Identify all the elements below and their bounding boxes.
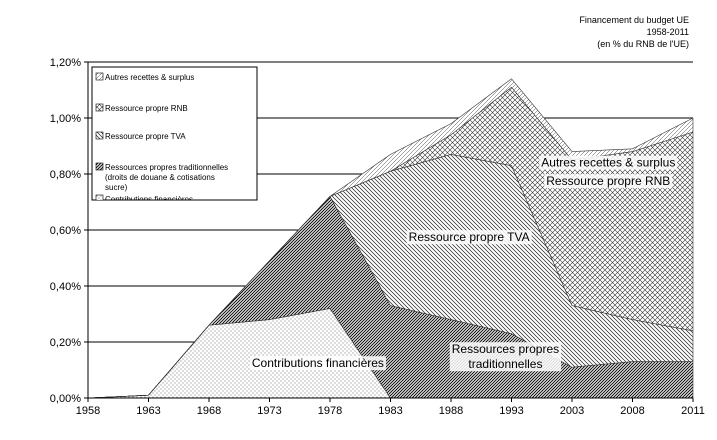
area-label-contrib: Contributions financières [252,356,384,370]
area-label-bg [249,356,386,371]
y-tick-label: 0,00% [50,393,81,405]
legend-label-tva: Ressource propre TVA [105,132,186,141]
legend-sublabel: (droits de douane & cotisations [105,173,215,182]
x-tick-labels: 1958 1963 1968 1973 1978 1983 1988 1993 2003 2008… [76,405,705,417]
area-label-line: Ressource propre RNB [546,174,670,188]
chart-title: Financement du budget UE 1958-2011 (en %… [579,15,689,49]
area-labels: Autres recettes & surplus Ressource propr… [249,155,678,372]
x-tick-label: 2011 [681,405,705,417]
legend-swatch-rnb [95,103,104,112]
x-tick-label: 2003 [560,405,584,417]
area-label-bg [544,174,673,189]
title-line-1: Financement du budget UE [579,15,689,25]
y-tick-label: 0,20% [50,337,81,349]
legend-swatch-trad [95,162,104,171]
area-label-tva: Ressource propre TVA [409,230,530,244]
legend-swatch-autres [95,72,104,81]
title-line-2: 1958-2011 [647,27,689,37]
area-label-line: Ressources propres [452,342,559,356]
x-tick-label: 1963 [136,405,160,417]
y-tick-label: 0,80% [50,169,81,181]
y-tick-label: 1,20% [50,57,81,69]
legend-swatch-tva [95,131,104,140]
y-tick-label: 0,40% [50,281,81,293]
legend-swatch-contrib [95,194,104,200]
legend-label-rnb: Ressource propre RNB [105,104,188,113]
area-label-autres: Autres recettes & surplus [541,156,675,170]
y-tick-label: 0,60% [50,225,81,237]
x-tick-label: 2008 [620,405,644,417]
x-tick-label: 1988 [439,405,463,417]
area-label-bg [406,230,532,245]
legend: Autres recettes & surplus Ressource propr… [91,66,258,204]
area-label-line: Autres recettes & surplus [541,156,675,170]
area-autres [87,78,694,399]
area-label-bg [449,342,562,372]
area-label-line: Contributions financières [252,356,384,370]
area-label-trad: Ressources propres traditionnelles [452,342,559,371]
x-tick-label: 1993 [499,405,523,417]
axes [87,62,694,402]
y-tick-labels: 0,00% 0,20% 0,40% 0,60% 0,80% 1,00% 1,20% [50,57,81,405]
title-line-3: (en % du RNB de l'UE) [597,39,689,49]
y-tick-label: 1,00% [50,113,81,125]
legend-label-autres: Autres recettes & surplus [105,73,194,82]
legend-sublabel: sucre) [105,183,128,192]
x-tick-label: 1958 [76,405,100,417]
x-tick-label: 1983 [378,405,402,417]
legend-label-contrib: Contributions financières [105,195,193,204]
area-label-line: Ressource propre TVA [409,230,530,244]
area-label-rnb: Ressource propre RNB [546,174,670,188]
area-label-line: traditionnelles [468,357,542,371]
legend-label-trad: Ressources propres traditionnelles [105,163,228,172]
x-tick-label: 1968 [197,405,221,417]
area-label-bg [539,155,678,170]
legend-box [91,66,258,201]
x-tick-label: 1973 [257,405,281,417]
x-tick-label: 1978 [318,405,342,417]
